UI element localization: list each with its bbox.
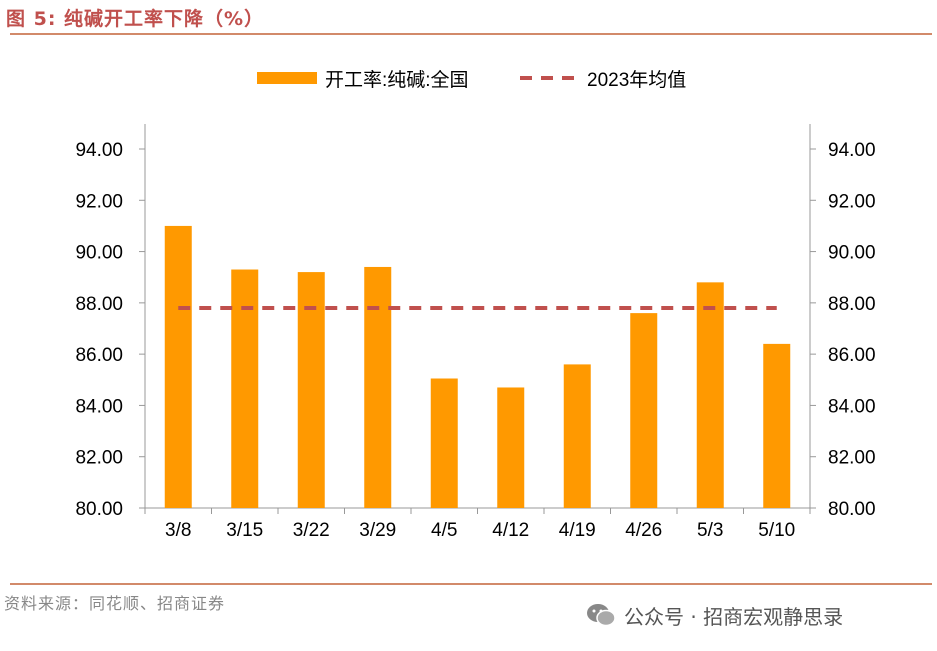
y-tick-label-left: 90.00 xyxy=(75,243,123,264)
bottom-rule xyxy=(10,583,932,585)
bar-5-10 xyxy=(763,343,791,508)
x-tick-label: 4/12 xyxy=(492,520,529,541)
y-tick-label-right: 90.00 xyxy=(828,243,876,264)
source-note: 资料来源：同花顺、招商证券 xyxy=(4,594,226,613)
y-tick-label-left: 82.00 xyxy=(75,448,123,469)
x-tick-label: 3/29 xyxy=(359,520,396,541)
legend-label-line: 2023年均值 xyxy=(587,69,686,91)
bar-3-8 xyxy=(164,225,192,508)
x-tick-label: 4/26 xyxy=(625,520,662,541)
bar-4-12 xyxy=(497,387,525,508)
watermark: 公众号 · 招商宏观静思录 xyxy=(586,600,843,630)
y-tick-label-left: 92.00 xyxy=(75,191,123,212)
legend-label-bar: 开工率:纯碱:全国 xyxy=(325,69,469,91)
x-tick-label: 4/5 xyxy=(431,520,457,541)
x-ticks: 3/8 3/15 3/22 3/29 4/5 4/12 4/19 4/26 5/3 5/10 xyxy=(144,508,811,541)
y-tick-label-left: 86.00 xyxy=(75,345,123,366)
x-tick-label: 3/22 xyxy=(293,520,330,541)
legend-swatch-bar xyxy=(257,72,317,84)
watermark-text: 公众号 · 招商宏观静思录 xyxy=(624,604,844,629)
top-rule xyxy=(10,33,932,35)
x-tick-label: 5/10 xyxy=(758,520,795,541)
bar-3-29 xyxy=(364,266,392,508)
y-tick-label-right: 94.00 xyxy=(828,140,876,161)
wechat-icon xyxy=(587,604,616,627)
y-ticks-left: 80.00 82.00 84.00 86.00 88.00 90.00 92.00 94.00 xyxy=(75,140,145,520)
x-tick-label: 4/19 xyxy=(559,520,596,541)
y-tick-label-left: 88.00 xyxy=(75,294,123,315)
bar-4-5 xyxy=(430,378,458,508)
x-tick-label: 5/3 xyxy=(697,520,723,541)
bar-4-26 xyxy=(630,313,658,508)
y-tick-label-left: 94.00 xyxy=(75,140,123,161)
y-ticks-right: 80.00 82.00 84.00 86.00 88.00 90.00 92.00 94.00 xyxy=(810,140,876,520)
bar-5-3 xyxy=(696,282,724,508)
y-tick-label-left: 84.00 xyxy=(75,396,123,417)
y-tick-label-right: 88.00 xyxy=(828,294,876,315)
x-tick-label: 3/15 xyxy=(226,520,263,541)
bar-3-22 xyxy=(297,272,325,508)
y-tick-label-right: 86.00 xyxy=(828,345,876,366)
figure-title: 图 5: 纯碱开工率下降（%） xyxy=(6,8,265,30)
y-tick-label-right: 82.00 xyxy=(828,448,876,469)
y-tick-label-right: 92.00 xyxy=(828,191,876,212)
bar-series xyxy=(164,225,791,508)
y-tick-label-left: 80.00 xyxy=(75,499,123,520)
x-tick-label: 3/8 xyxy=(165,520,191,541)
legend: 开工率:纯碱:全国 2023年均值 xyxy=(257,69,686,91)
y-tick-label-right: 80.00 xyxy=(828,499,876,520)
bar-4-19 xyxy=(563,364,591,508)
bar-3-15 xyxy=(231,269,259,508)
chart: 开工率:纯碱:全国 2023年均值 80.00 82.00 84.00 86.00 88… xyxy=(75,69,876,541)
y-tick-label-right: 84.00 xyxy=(828,396,876,417)
